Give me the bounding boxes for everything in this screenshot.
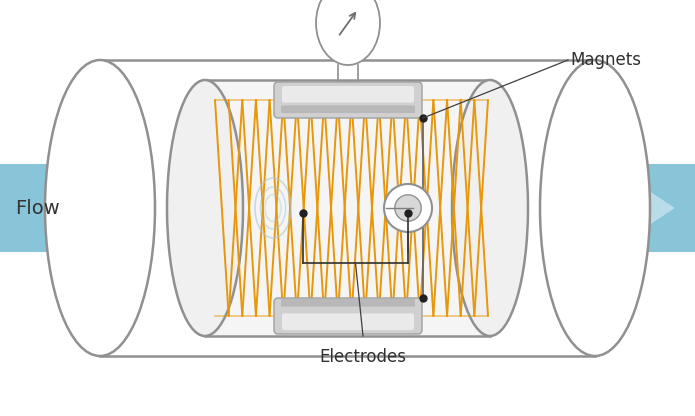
Ellipse shape [540, 60, 650, 356]
Ellipse shape [167, 80, 243, 336]
FancyBboxPatch shape [281, 299, 415, 307]
FancyBboxPatch shape [274, 82, 422, 118]
FancyBboxPatch shape [274, 298, 422, 334]
Bar [100, 60, 595, 356]
Text: Electrodes: Electrodes [320, 348, 407, 366]
Ellipse shape [316, 0, 380, 65]
Text: Flow: Flow [15, 198, 60, 218]
Polygon shape [560, 174, 675, 242]
Bar [205, 80, 490, 336]
FancyBboxPatch shape [282, 86, 414, 103]
Bar [0, 164, 695, 252]
FancyBboxPatch shape [282, 313, 414, 330]
Polygon shape [75, 174, 195, 242]
Ellipse shape [45, 60, 155, 356]
FancyBboxPatch shape [281, 105, 415, 113]
Text: Magnets: Magnets [570, 51, 641, 69]
Circle shape [395, 195, 421, 221]
Circle shape [384, 184, 432, 232]
Ellipse shape [452, 80, 528, 336]
